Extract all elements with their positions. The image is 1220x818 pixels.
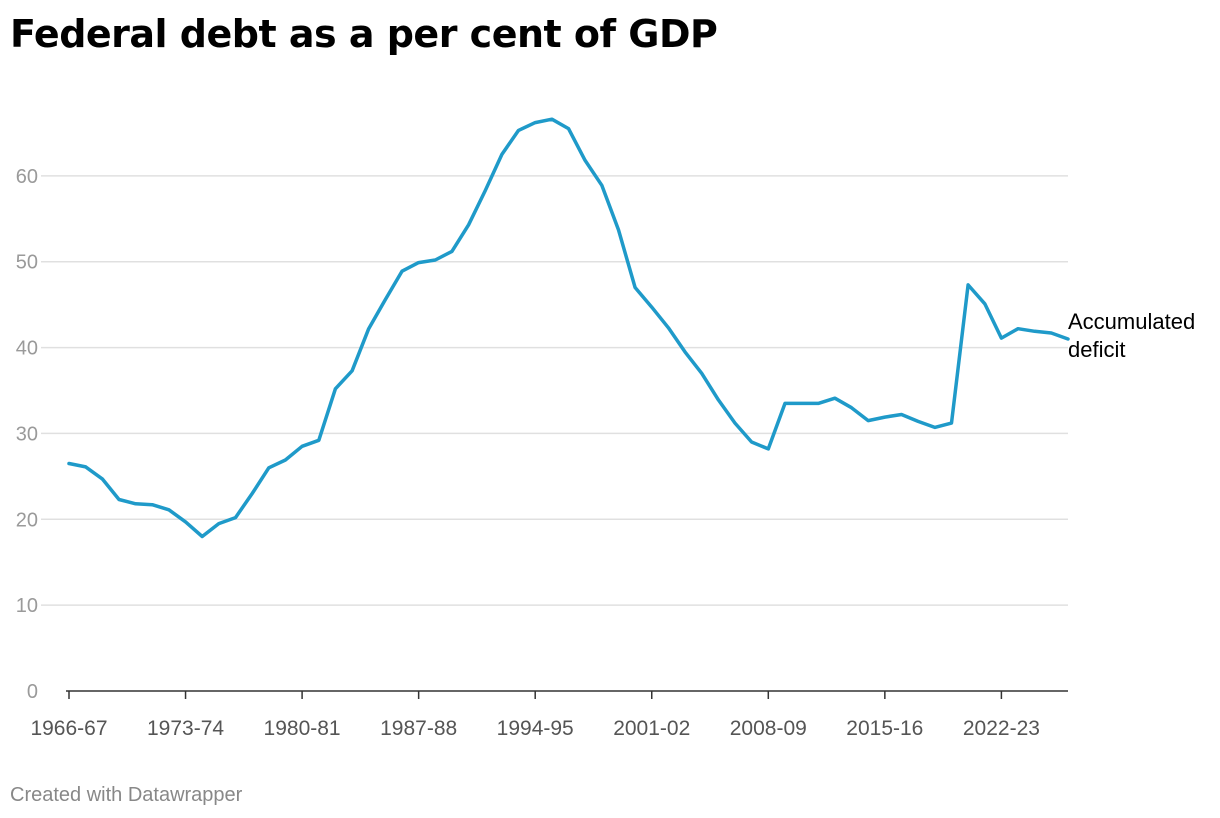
x-tick-label: 1980-81 xyxy=(264,717,341,740)
series-labels: Accumulated deficit xyxy=(1068,309,1195,362)
x-tick-label: 1966-67 xyxy=(30,717,107,740)
x-tick-label: 1994-95 xyxy=(497,717,574,740)
chart-title: Federal debt as a per cent of GDP xyxy=(10,12,718,56)
y-tick-label: 0 xyxy=(27,681,38,703)
x-tick-label: 2022-23 xyxy=(963,717,1040,740)
series-lines xyxy=(67,117,1070,539)
x-tick-label: 2015-16 xyxy=(846,717,923,740)
y-tick-label: 10 xyxy=(16,595,38,617)
y-tick-label: 60 xyxy=(16,166,38,188)
series-label: Accumulated xyxy=(1068,309,1195,334)
y-tick-label: 20 xyxy=(16,509,38,531)
x-tick-label: 1987-88 xyxy=(380,717,457,740)
x-tick-label: 2001-02 xyxy=(613,717,690,740)
y-tick-label: 30 xyxy=(16,423,38,445)
datawrapper-credit: Created with Datawrapper xyxy=(10,784,243,806)
x-axis-tick-labels: 1966-67 1973-74 1980-81 1987-88 1994-95 2001-… xyxy=(30,717,1039,740)
series-label-line2: deficit xyxy=(1068,337,1125,362)
gridlines xyxy=(41,175,1068,606)
x-axis-ticks xyxy=(68,691,1003,699)
x-tick-label: 1973-74 xyxy=(147,717,224,740)
y-axis-tick-labels: 0 10 20 30 40 50 60 xyxy=(16,166,38,703)
x-tick-label: 2008-09 xyxy=(730,717,807,740)
series-line-accumulated-deficit xyxy=(67,117,1070,539)
y-tick-label: 50 xyxy=(16,252,38,274)
y-tick-label: 40 xyxy=(16,338,38,360)
